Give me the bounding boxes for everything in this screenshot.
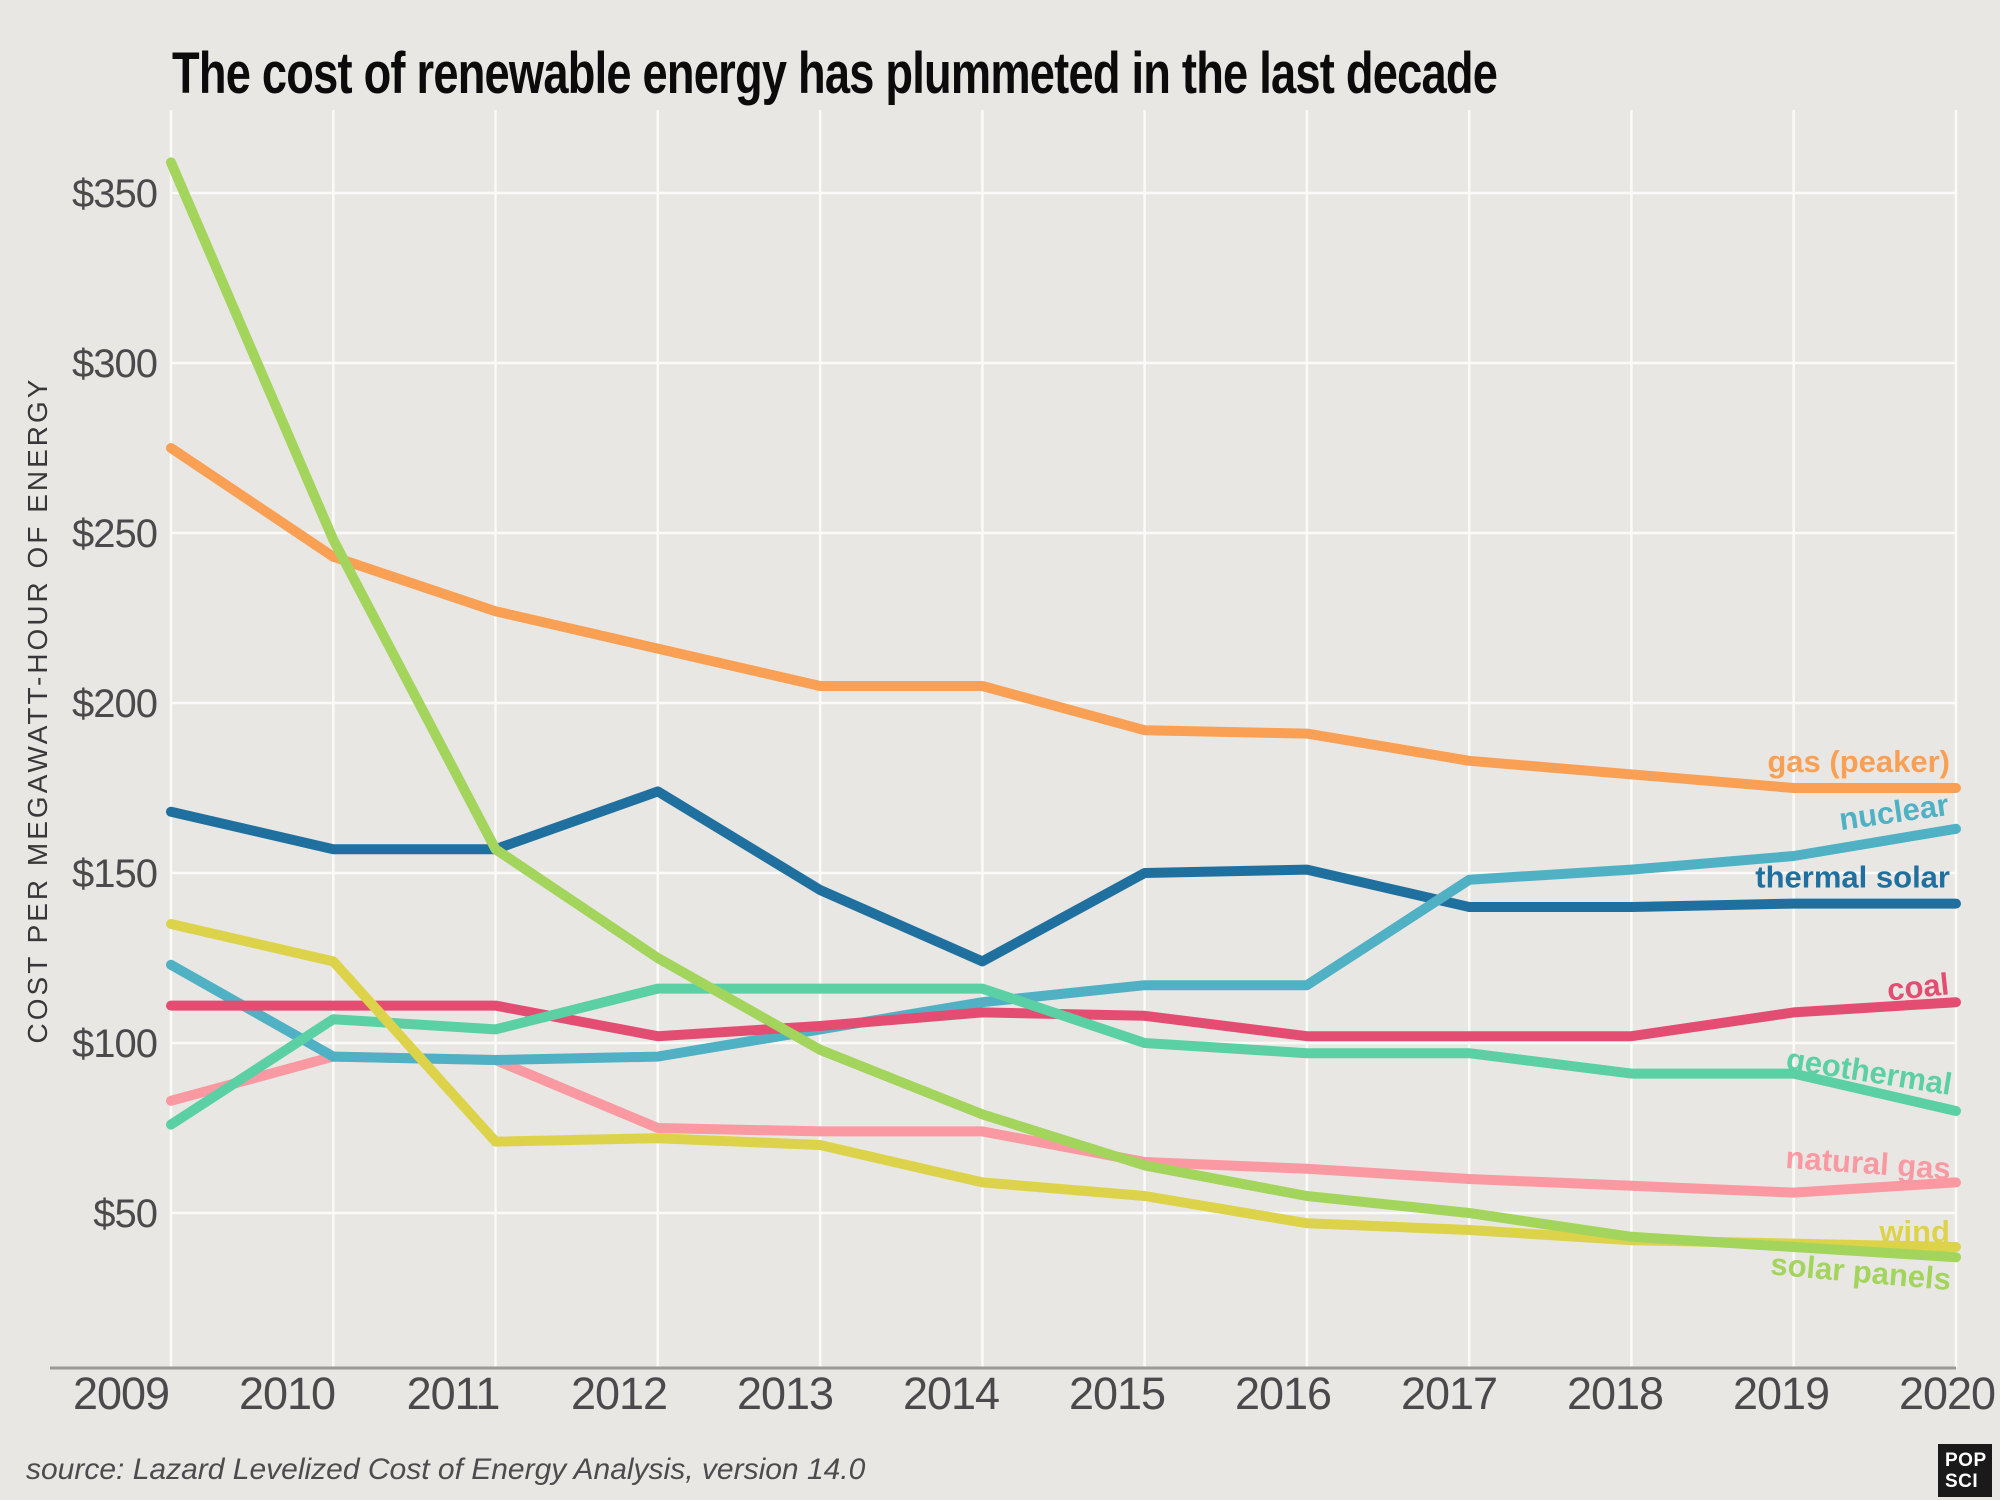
y-tick-label-200: $200: [72, 682, 157, 726]
series-label-thermal-solar: thermal solar: [1755, 860, 1950, 895]
y-tick-label-100: $100: [72, 1022, 157, 1066]
popsci-logo-line1: POP: [1945, 1450, 1987, 1471]
y-tick-label-300: $300: [72, 342, 157, 386]
series-line-nuclear: [166, 823, 1961, 1065]
y-tick-label-250: $250: [72, 512, 157, 556]
popsci-logo: POP SCI: [1938, 1444, 1992, 1497]
series-label-wind: wind: [1878, 1214, 1950, 1249]
x-tick-label-2017: 2017: [1401, 1368, 1497, 1419]
series-line-gas-peaker: [166, 443, 1961, 793]
x-tick-label-2012: 2012: [571, 1368, 667, 1419]
x-tick-label-2020: 2020: [1899, 1368, 1995, 1419]
series-label-coal: coal: [1885, 966, 1950, 1007]
y-tick-label-50: $50: [93, 1192, 157, 1236]
x-tick-label-2015: 2015: [1069, 1368, 1165, 1419]
x-tick-label-2014: 2014: [903, 1368, 999, 1419]
x-tick-label-2018: 2018: [1567, 1368, 1663, 1419]
source-note: source: Lazard Levelized Cost of Energy …: [26, 1453, 866, 1486]
series-line-thermal-solar: [166, 786, 1961, 967]
y-tick-label-150: $150: [72, 852, 157, 896]
series-line-geothermal: [166, 983, 1961, 1130]
popsci-logo-line2: SCI: [1945, 1471, 1979, 1492]
series-line-solar-panels: [166, 157, 1961, 1263]
series-label-natural-gas: natural gas: [1785, 1140, 1952, 1186]
x-tick-label-2016: 2016: [1235, 1368, 1331, 1419]
x-tick-label-2010: 2010: [239, 1368, 335, 1419]
x-tick-label-2013: 2013: [737, 1368, 833, 1419]
x-tick-label-2011: 2011: [407, 1368, 500, 1419]
series-line-wind: [166, 919, 1961, 1252]
chart-title: The cost of renewable energy has plummet…: [172, 41, 1498, 106]
x-tick-label-2009: 2009: [73, 1368, 169, 1419]
x-tick-label-2019: 2019: [1733, 1368, 1829, 1419]
series-label-gas-peaker: gas (peaker): [1767, 744, 1950, 779]
y-tick-label-350: $350: [72, 172, 157, 216]
